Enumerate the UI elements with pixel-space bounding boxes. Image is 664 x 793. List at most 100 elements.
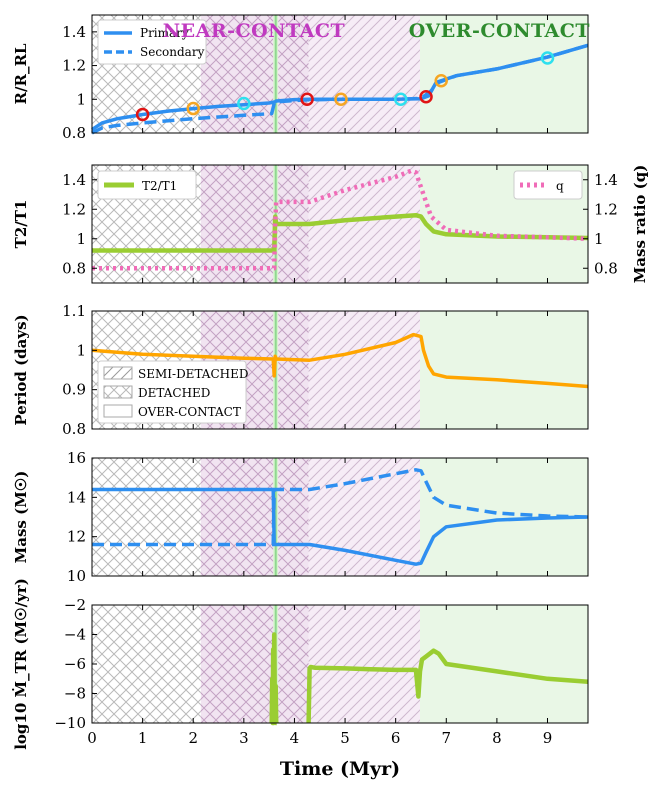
legend-box <box>97 360 247 424</box>
legend-box <box>97 19 207 65</box>
region-hatch-near-semi <box>308 15 420 133</box>
region-hatch-near-detached <box>200 165 274 283</box>
series-mdot-mdot <box>269 632 279 726</box>
phase-label-0: NEAR-CONTACT <box>163 20 345 42</box>
y-tick-label: 1.1 <box>62 302 86 320</box>
y2-tick-label: 1.2 <box>594 200 618 218</box>
y-axis-label: log10 Ṁ_TR (M☉/yr) <box>12 578 30 750</box>
legend-label-region-0: SEMI-DETACHED <box>138 367 248 381</box>
legend-label-q: q <box>556 179 564 193</box>
legend-label-secondary: Secondary <box>140 45 205 59</box>
panel-temp-ratio: 0.8 1 1.2 1.4 T2/T1 0.8 1 1.2 1.4 Mass ratio (q) T… <box>12 164 649 284</box>
y-tick-label: 14 <box>67 488 86 506</box>
marker-5 <box>393 92 408 107</box>
y-axis-label: Mass (M☉) <box>12 471 30 564</box>
y-tick-label: 1.2 <box>62 57 86 75</box>
marker-1 <box>186 101 200 116</box>
y-tick-label: −2 <box>64 596 86 614</box>
y-tick-label: 1 <box>76 341 86 359</box>
phase-label-1: OVER-CONTACT <box>409 20 590 42</box>
marker-4 <box>334 92 348 107</box>
panel-mdot: −10 −8 −6 −4 −2 log10 Ṁ_TR (M☉/yr) 0 1 2 3 4 5 6 7 8 9 <box>12 578 589 750</box>
region-hatch-near-semi <box>308 605 420 723</box>
y-tick-label: −6 <box>64 655 86 673</box>
legend-temp: T2/T1 q <box>97 170 583 200</box>
x-tick-label: 5 <box>340 729 350 747</box>
x-tick-label: 4 <box>290 729 300 747</box>
region-hatch-near-detached <box>278 605 309 723</box>
panel-period: 0.8 0.9 1 1.1 Period (days) SEMI-DETACHED DETA… <box>12 302 589 438</box>
x-tick-label: 2 <box>188 729 198 747</box>
y-axis-label: R/R_RL <box>12 43 30 104</box>
region-overcontact <box>419 311 588 429</box>
legend-swatch-region-0 <box>103 366 133 380</box>
series-mass-secondary <box>92 468 589 547</box>
x-axis-label: Time (Myr) <box>280 758 400 780</box>
y-tick-label: −4 <box>64 626 86 644</box>
legend-swatch-region-2 <box>103 404 133 418</box>
x-tick-label: 6 <box>391 729 401 747</box>
y-tick-label: 10 <box>67 567 86 585</box>
marker-6 <box>419 90 433 104</box>
legend-label-primary: Primary <box>140 26 189 40</box>
series-period-period <box>91 332 589 389</box>
y-tick-label: 1.4 <box>62 23 86 41</box>
y-tick-label: 16 <box>67 449 86 467</box>
y2-tick-label: 0.8 <box>594 259 618 277</box>
panel-frame <box>91 164 589 284</box>
y2-axis-label: Mass ratio (q) <box>631 165 649 284</box>
y-tick-label: 0.8 <box>62 124 86 142</box>
legend-radius: Primary Secondary <box>97 19 207 65</box>
x-tick-label: 8 <box>492 729 502 747</box>
y-tick-label: 1 <box>76 230 86 248</box>
marker-8 <box>540 51 555 65</box>
x-tick-label: 7 <box>442 729 452 747</box>
y-tick-label: 0.8 <box>62 420 86 438</box>
panel-frame <box>91 310 589 430</box>
region-hatch-near-detached <box>278 458 309 576</box>
panel-frame <box>91 14 589 134</box>
marker-3 <box>300 92 314 107</box>
y-tick-label: 1.2 <box>62 200 86 218</box>
y2-tick-label: 1.4 <box>594 171 618 189</box>
legend-label-t: T2/T1 <box>142 179 177 193</box>
y2-tick-label: 1 <box>594 230 604 248</box>
legend-regions: SEMI-DETACHED DETACHED OVER-CONTACT <box>97 360 248 424</box>
legend-label-region-1: DETACHED <box>138 386 210 400</box>
y-tick-label: −10 <box>54 714 86 732</box>
region-hatch-near-detached <box>278 311 309 429</box>
series-temp-ratio-q <box>92 168 589 271</box>
region-hatch-near-detached <box>278 15 309 133</box>
panel-radius: 0.8 1 1.2 1.4 R/R_RL Primary Secondary NEAR-CON… <box>12 14 590 142</box>
region-overcontact <box>419 15 588 133</box>
panels: 0.8 1 1.2 1.4 R/R_RL Primary Secondary NEAR-CON… <box>12 14 649 750</box>
marker-2 <box>237 96 251 111</box>
region-hatch-near-detached <box>200 605 274 723</box>
region-hatch-detached <box>92 605 201 723</box>
x-tick-label: 3 <box>239 729 249 747</box>
panel-frame <box>91 457 589 577</box>
marker-0 <box>135 107 150 122</box>
x-tick-label: 0 <box>87 729 97 747</box>
legend-swatch-region-1 <box>103 385 133 399</box>
y-tick-label: −8 <box>64 685 86 703</box>
y-axis-label: Period (days) <box>12 314 30 425</box>
marker-7 <box>434 73 448 88</box>
legend-label-region-2: OVER-CONTACT <box>138 405 241 419</box>
region-hatch-near-detached <box>200 458 274 576</box>
panel-mass: 10 12 14 16 Mass (M☉) <box>12 449 589 585</box>
x-tick-label: 1 <box>138 729 148 747</box>
y-axis-label: T2/T1 <box>12 200 30 249</box>
y-tick-label: 0.9 <box>62 381 86 399</box>
region-hatch-detached <box>92 458 201 576</box>
series-mdot-mdot2 <box>306 648 589 724</box>
y-tick-label: 1 <box>76 90 86 108</box>
region-hatch-near-semi <box>308 311 420 429</box>
region-hatch-near-semi <box>308 458 420 576</box>
y-tick-label: 12 <box>67 528 86 546</box>
legend-box-q <box>513 170 583 200</box>
y-tick-label: 1.4 <box>62 171 86 189</box>
x-tick-label: 9 <box>543 729 553 747</box>
y-tick-label: 0.8 <box>62 259 86 277</box>
